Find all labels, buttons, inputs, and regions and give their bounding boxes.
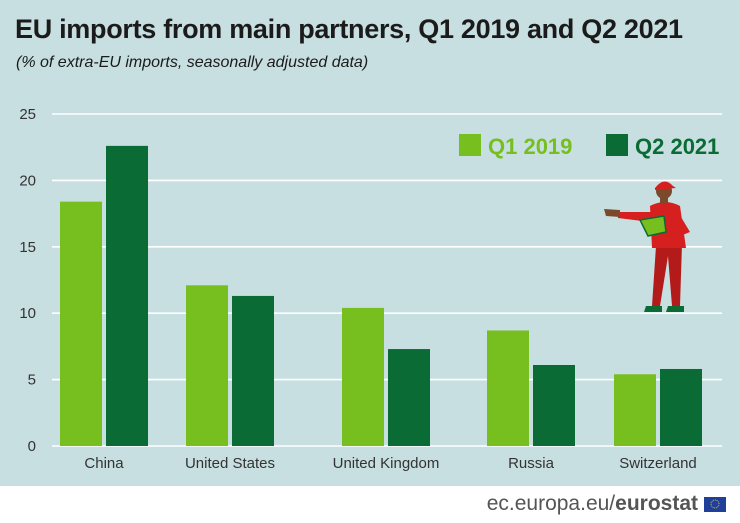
bar-switzerland-q2-2021 [660,368,702,446]
bar-china-q1-2019 [60,201,102,446]
x-category-label: United Kingdom [333,455,440,472]
legend-label: Q1 2019 [488,134,572,159]
y-tick-label: 25 [19,106,36,123]
bar-united-states-q1-2019 [186,285,228,446]
gridlines [52,113,722,447]
presenter-figure-icon [604,181,690,312]
chart-title: EU imports from main partners, Q1 2019 a… [15,14,683,44]
bar-russia-q2-2021 [533,364,575,446]
bar-united-kingdom-q1-2019 [342,307,384,446]
legend-swatch [459,134,481,156]
x-category-label: Russia [508,455,555,472]
legend-label: Q2 2021 [635,134,719,159]
chart-card: EU imports from main partners, Q1 2019 a… [0,0,740,486]
chart-subtitle: (% of extra-EU imports, seasonally adjus… [16,54,369,71]
bar-switzerland-q1-2019 [614,374,656,446]
y-tick-label: 20 [19,172,36,189]
bar-united-kingdom-q2-2021 [388,349,430,446]
bar-chart: 0 5 10 15 20 25 China United States United King… [19,106,722,472]
bar-united-states-q2-2021 [232,295,274,446]
y-tick-label: 10 [19,305,36,322]
source-footer: ec.europa.eu/eurostat [487,492,726,516]
x-category-label: United States [185,455,275,472]
y-axis-ticks: 0 5 10 15 20 25 [19,106,36,455]
source-site: ec.europa.eu/ [486,492,616,515]
legend-swatch [606,134,628,156]
x-category-label: Switzerland [619,455,697,472]
x-axis-labels: China United States United Kingdom Russia Sw… [84,455,696,472]
bar-russia-q1-2019 [487,330,529,446]
legend: Q1 2019 Q2 2021 [459,134,719,159]
source-brand: eurostat [615,492,698,515]
eu-flag-icon [704,496,726,512]
y-tick-label: 15 [19,239,36,256]
y-tick-label: 0 [28,438,36,455]
y-tick-label: 5 [28,372,36,389]
bar-china-q2-2021 [106,145,148,446]
bars [60,145,702,446]
x-category-label: China [84,455,124,472]
